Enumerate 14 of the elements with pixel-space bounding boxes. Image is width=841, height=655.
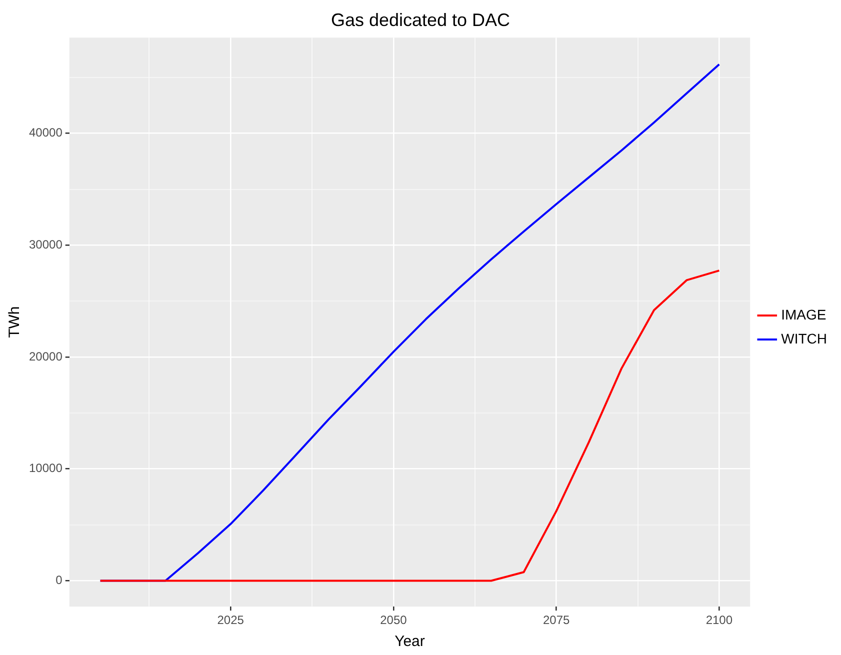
y-tick-label: 20000 <box>28 349 63 364</box>
y-tick-label: 10000 <box>28 461 63 476</box>
x-tick-label: 2100 <box>706 613 733 628</box>
y-tick-label: 30000 <box>28 238 63 252</box>
legend-label: IMAGE <box>781 306 826 322</box>
legend-label: WITCH <box>781 330 828 346</box>
x-axis-title: Year <box>394 633 425 650</box>
x-tick-label: 2075 <box>542 613 570 628</box>
y-tick-label: 0 <box>56 573 63 588</box>
x-tick-label: 2050 <box>380 613 408 628</box>
y-axis-title: TWh <box>6 306 24 338</box>
x-tick-label: 2025 <box>217 613 244 628</box>
y-tick-label: 40000 <box>28 126 63 140</box>
chart-title: Gas dedicated to DAC <box>330 10 510 30</box>
